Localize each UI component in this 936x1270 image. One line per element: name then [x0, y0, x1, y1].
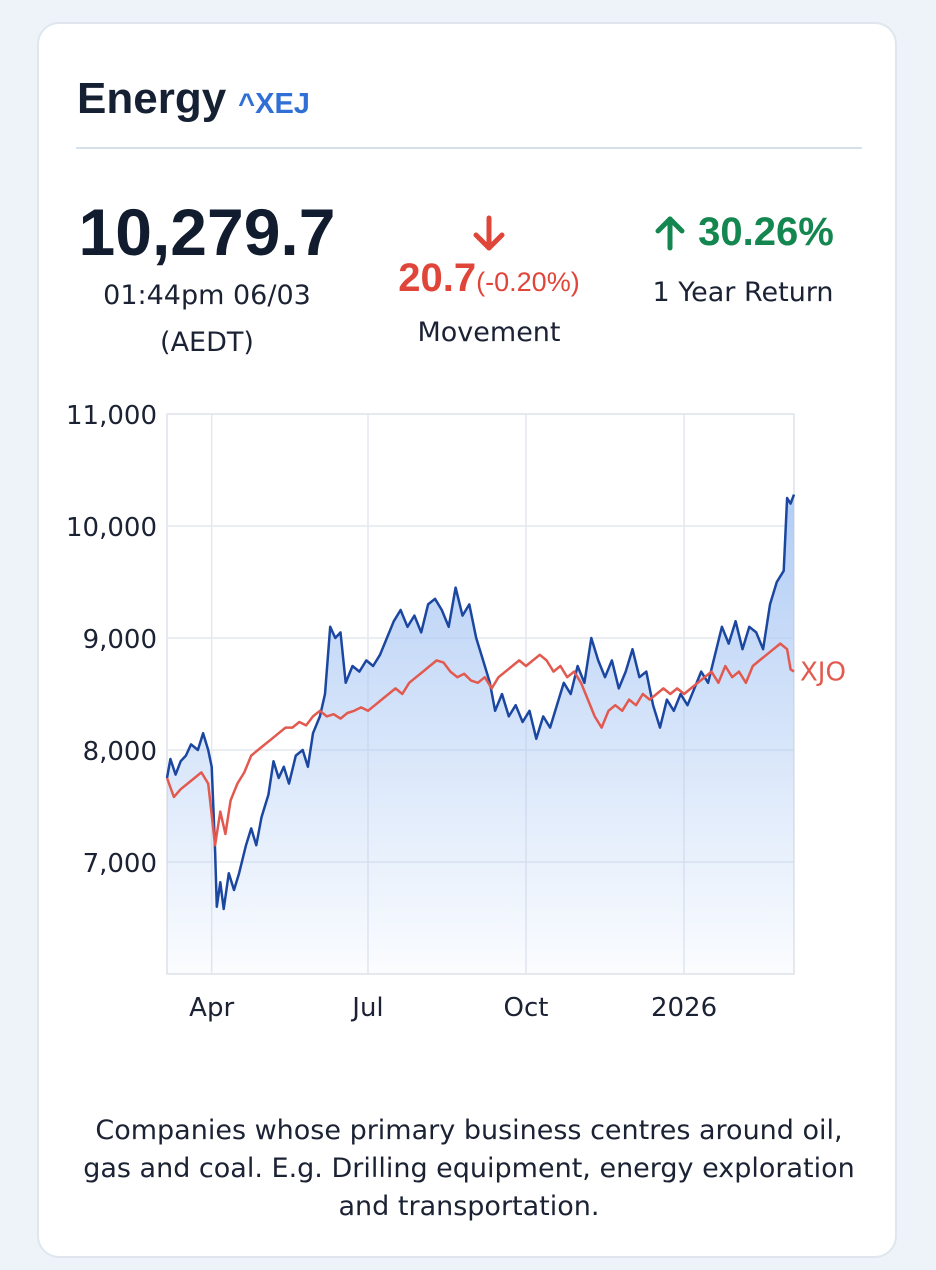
xej-area-fill: [167, 494, 794, 974]
price-chart[interactable]: 11,000 10,000 9,000 8,000 7,000 Apr Jul Oct 2026…: [39, 24, 895, 1064]
price-block: 10,279.7 01:44pm 06/03 (AEDT): [59, 194, 355, 366]
y-tick-label: 7,000: [83, 849, 157, 879]
y-tick-label: 9,000: [83, 625, 157, 655]
return-value: 30.26%: [698, 210, 834, 254]
arrow-down-icon: [473, 215, 505, 251]
x-tick-label: 2026: [651, 993, 717, 1023]
movement-label: Movement: [417, 317, 561, 348]
axis-labels: 11,000 10,000 9,000 8,000 7,000 Apr Jul Oct 2026…: [66, 401, 846, 1023]
return-value-row: 30.26%: [621, 210, 865, 255]
index-description: Companies whose primary business centres…: [83, 1115, 855, 1222]
header-divider: [76, 147, 862, 149]
xjo-series-label: XJO: [800, 658, 846, 688]
movement-value: 20.7: [398, 256, 477, 300]
return-block: 30.26% 1 Year Return: [621, 210, 865, 308]
return-label: 1 Year Return: [652, 277, 834, 308]
x-tick-label: Oct: [504, 993, 549, 1023]
y-tick-label: 11,000: [66, 401, 157, 431]
ticker-link[interactable]: ^XEJ: [238, 88, 310, 120]
current-price: 10,279.7: [78, 195, 336, 269]
x-tick-label: Apr: [189, 993, 234, 1023]
x-tick-label: Jul: [350, 993, 383, 1023]
title-row: Energy ^XEJ: [77, 74, 310, 124]
movement-values: 20.7(-0.20%): [359, 256, 619, 301]
xej-series-line: [165, 494, 796, 911]
xjo-series-line: [165, 642, 795, 847]
movement-percent: (-0.20%): [476, 267, 580, 297]
price-timestamp: 01:44pm 06/03 (AEDT): [59, 272, 355, 366]
price-time: 01:44pm 06/03: [103, 280, 311, 311]
index-card: Energy ^XEJ 10,279.7 01:44pm 06/03 (AEDT…: [37, 22, 897, 1258]
movement-block: 20.7(-0.20%) Movement: [359, 214, 619, 348]
y-tick-label: 8,000: [83, 737, 157, 767]
arrow-up-icon: [655, 216, 685, 250]
y-tick-label: 10,000: [66, 513, 157, 543]
index-title: Energy: [77, 74, 227, 123]
price-timezone: (AEDT): [160, 327, 254, 358]
chart-series: [165, 494, 796, 974]
